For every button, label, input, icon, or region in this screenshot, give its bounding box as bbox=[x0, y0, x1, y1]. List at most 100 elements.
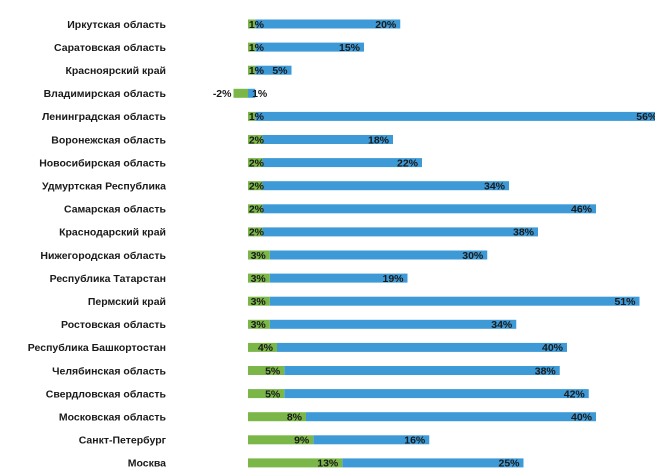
value-label-blue: 19% bbox=[382, 273, 404, 285]
bar-segment-green bbox=[233, 88, 248, 98]
value-label-green: 2% bbox=[249, 204, 265, 216]
bar-segment-blue bbox=[262, 181, 509, 191]
chart-row: Ленинградская область 1% 56% bbox=[42, 111, 655, 123]
bar-segment-green bbox=[248, 135, 263, 144]
value-label-green: 1% bbox=[249, 65, 265, 77]
category-label: Республика Башкортостан bbox=[28, 342, 166, 354]
value-label-green: 3% bbox=[251, 319, 267, 331]
category-label: Владимирская область bbox=[44, 88, 167, 100]
value-label-green: 5% bbox=[265, 388, 281, 400]
chart-row: Иркутская область 1% 20% bbox=[67, 19, 401, 31]
value-label-green: 4% bbox=[258, 342, 274, 354]
chart-row: Нижегородская область 3% 30% bbox=[40, 250, 488, 262]
bar-segment-blue bbox=[255, 111, 655, 121]
bar-segment-blue bbox=[306, 412, 596, 422]
value-label-blue: 25% bbox=[498, 458, 520, 470]
value-label-green: 1% bbox=[249, 19, 265, 31]
value-label-blue: 16% bbox=[404, 435, 426, 447]
bar-segment-green bbox=[248, 181, 263, 191]
value-label-blue: 34% bbox=[491, 319, 513, 331]
chart-row: Ростовская область 3% 34% bbox=[61, 319, 517, 331]
value-label-blue: 38% bbox=[535, 365, 557, 377]
chart-row: Московская область 8% 40% bbox=[59, 412, 596, 424]
bar-segment-green bbox=[248, 250, 270, 260]
value-label-blue: 46% bbox=[571, 204, 593, 216]
value-label-green: 2% bbox=[249, 227, 265, 239]
category-label: Санкт-Петербург bbox=[79, 435, 167, 447]
value-label-blue: 51% bbox=[614, 296, 636, 308]
value-label-blue: 34% bbox=[484, 181, 506, 193]
bar-segment-green bbox=[248, 273, 270, 283]
value-label-blue: 56% bbox=[636, 111, 655, 123]
chart-row: Москва 13% 25% bbox=[128, 458, 524, 470]
bar-segment-blue bbox=[248, 88, 256, 98]
bar-segment-blue bbox=[342, 458, 524, 468]
chart-row: Пермский край 3% 51% bbox=[88, 296, 640, 308]
bar-segment-blue bbox=[262, 158, 422, 168]
chart-row: Саратовская область 1% 15% bbox=[54, 42, 364, 54]
value-label-green: 1% bbox=[249, 42, 265, 54]
category-label: Республика Татарстан bbox=[50, 273, 166, 285]
chart-row: Красноярский край 1% 5% bbox=[65, 65, 292, 77]
value-label-blue: 5% bbox=[272, 65, 288, 77]
category-label: Удмуртская Республика bbox=[42, 181, 166, 193]
bar-segment-blue bbox=[255, 42, 364, 52]
bar-segment-green bbox=[248, 65, 256, 75]
category-label: Красноярский край bbox=[65, 65, 166, 77]
bar-segment-green bbox=[248, 342, 277, 352]
category-label: Новосибирская область bbox=[39, 157, 166, 169]
value-label-green: -2% bbox=[213, 88, 232, 100]
category-label: Саратовская область bbox=[54, 42, 167, 54]
bar-segment-blue bbox=[255, 65, 292, 75]
category-label: Московская область bbox=[59, 412, 167, 424]
category-label: Москва bbox=[128, 458, 166, 470]
category-label: Иркутская область bbox=[67, 19, 166, 31]
bar-segment-green bbox=[248, 42, 256, 52]
bar-segment-green bbox=[248, 389, 285, 399]
value-label-blue: 22% bbox=[397, 157, 419, 169]
bar-segment-blue bbox=[255, 19, 401, 29]
value-label-green: 8% bbox=[287, 412, 303, 424]
bar-segment-blue bbox=[284, 366, 560, 375]
category-label: Свердловская область bbox=[46, 388, 167, 400]
bar-segment-green bbox=[248, 435, 314, 445]
category-label: Нижегородская область bbox=[40, 250, 166, 262]
value-label-blue: 38% bbox=[513, 227, 535, 239]
bar-segment-blue bbox=[269, 250, 488, 260]
bar-segment-blue bbox=[313, 435, 430, 445]
value-label-green: 5% bbox=[265, 365, 281, 377]
value-label-blue: 1% bbox=[252, 88, 268, 100]
value-label-blue: 18% bbox=[368, 134, 390, 146]
value-label-green: 2% bbox=[249, 181, 265, 193]
bar-segment-blue bbox=[269, 319, 517, 329]
bar-segment-blue bbox=[277, 342, 567, 352]
bar-segment-green bbox=[248, 111, 256, 121]
chart-row: Краснодарский край 2% 38% bbox=[59, 227, 538, 239]
value-label-blue: 20% bbox=[375, 19, 397, 31]
category-label: Ленинградская область bbox=[42, 111, 167, 123]
bar-segment-blue bbox=[269, 296, 640, 306]
chart-row: Санкт-Петербург 9% 16% bbox=[79, 435, 430, 447]
chart-row: Республика Татарстан 3% 19% bbox=[50, 273, 408, 285]
value-label-blue: 40% bbox=[542, 342, 564, 354]
bar-segment-green bbox=[248, 158, 263, 168]
chart-row: Самарская область 2% 46% bbox=[64, 204, 596, 216]
chart-row: Республика Башкортостан 4% 40% bbox=[28, 342, 567, 354]
category-label: Краснодарский край bbox=[59, 227, 166, 239]
chart-row: Свердловская область 5% 42% bbox=[46, 388, 589, 400]
bar-segment-green bbox=[248, 366, 285, 375]
value-label-blue: 40% bbox=[571, 412, 593, 424]
bar-segment-green bbox=[248, 204, 263, 214]
category-label: Воронежская область bbox=[51, 134, 166, 146]
value-label-green: 9% bbox=[294, 435, 310, 447]
value-label-blue: 30% bbox=[462, 250, 484, 262]
category-label: Пермский край bbox=[88, 296, 166, 308]
value-label-green: 13% bbox=[317, 458, 339, 470]
value-label-blue: 15% bbox=[339, 42, 361, 54]
bar-segment-green bbox=[248, 296, 270, 306]
chart-row: Новосибирская область 2% 22% bbox=[39, 157, 422, 169]
bar-segment-blue bbox=[269, 273, 408, 283]
bar-segment-blue bbox=[284, 389, 589, 399]
bar-segment-green bbox=[248, 227, 263, 237]
